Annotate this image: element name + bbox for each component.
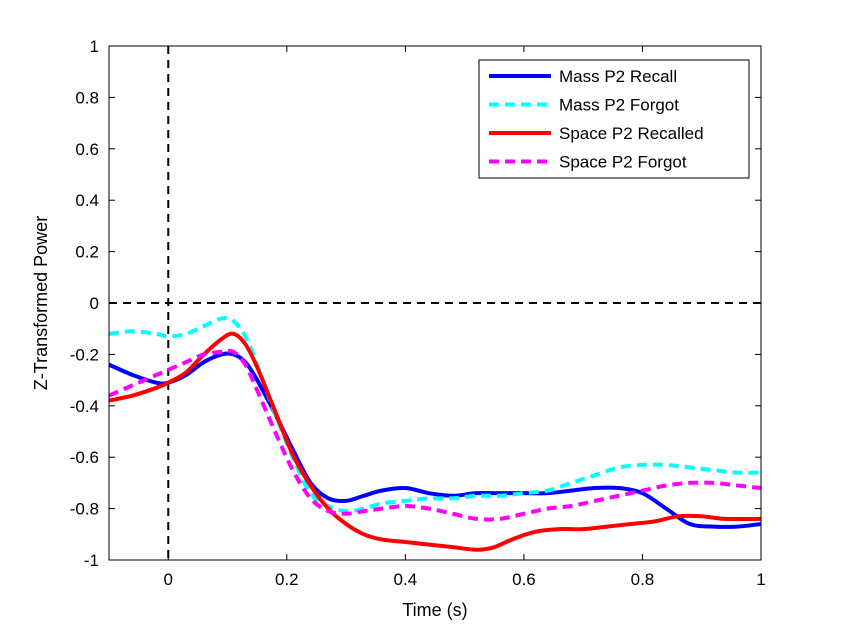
series-line-mass-p2-recall (109, 351, 761, 529)
legend-label: Mass P2 Forgot (559, 96, 679, 115)
x-tick-label: 0.6 (512, 570, 536, 589)
x-tick-label: 1 (756, 570, 765, 589)
legend-label: Mass P2 Recall (559, 67, 677, 86)
x-tick-label: 0.8 (631, 570, 655, 589)
y-tick-label: 0.4 (75, 191, 99, 210)
series-line-mass-p2-forgot (109, 316, 761, 514)
y-tick-label: -1 (84, 551, 99, 570)
x-tick-label: 0.2 (275, 570, 299, 589)
y-tick-label: -0.6 (70, 448, 99, 467)
series-line-space-p2-forgot (109, 348, 761, 522)
x-tick-label: 0 (164, 570, 173, 589)
y-tick-label: 0.8 (75, 88, 99, 107)
legend-label: Space P2 Recalled (559, 124, 704, 143)
legend-box (478, 59, 750, 179)
y-tick-label: -0.8 (70, 500, 99, 519)
y-axis-label: Z-Transformed Power (31, 216, 51, 390)
x-axis-label: Time (s) (402, 600, 467, 620)
y-tick-label: 1 (90, 37, 99, 56)
y-tick-label: 0 (90, 294, 99, 313)
legend-label: Space P2 Forgot (559, 153, 687, 172)
y-tick-label: -0.2 (70, 345, 99, 364)
y-tick-label: 0.2 (75, 243, 99, 262)
series-line-space-p2-recalled (109, 331, 761, 552)
y-tick-label: -0.4 (70, 397, 99, 416)
x-tick-label: 0.4 (394, 570, 418, 589)
y-tick-label: 0.6 (75, 140, 99, 159)
